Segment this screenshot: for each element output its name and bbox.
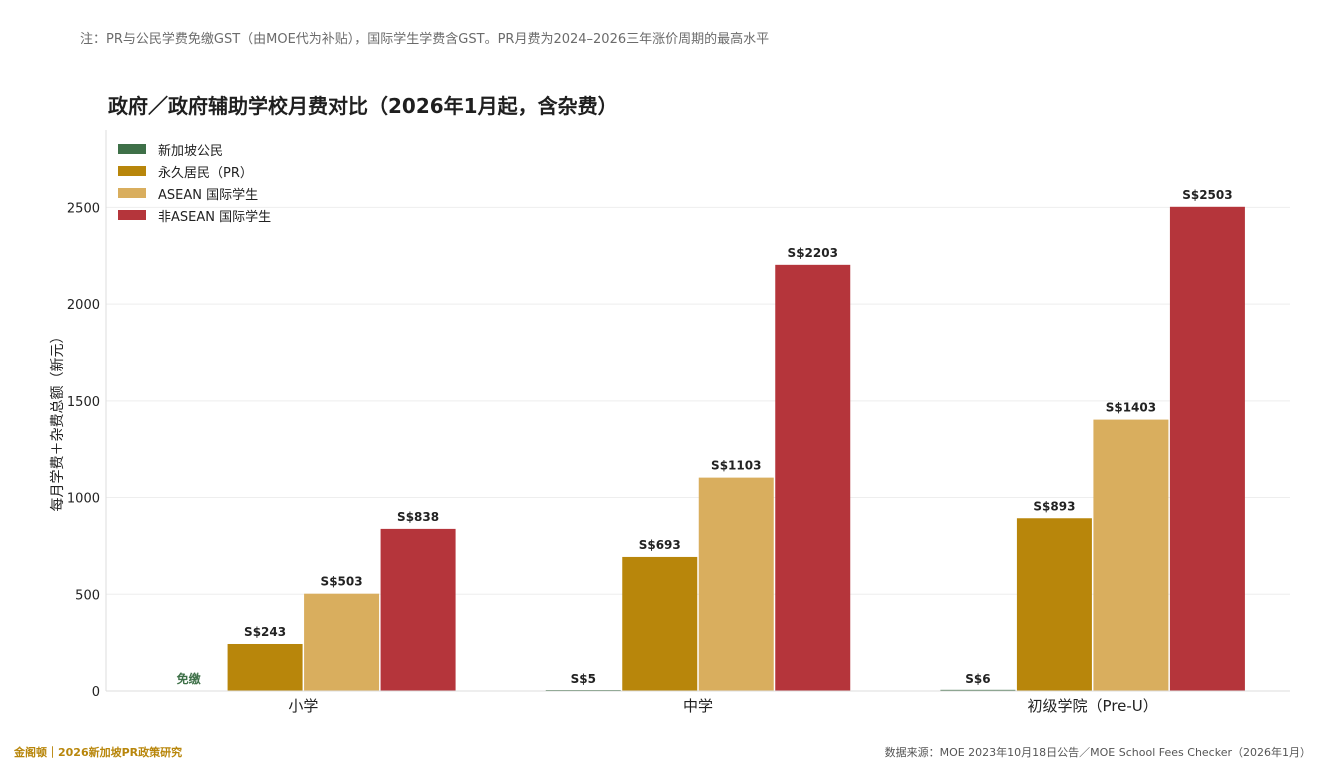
legend-label: 永久居民（PR） xyxy=(158,165,253,181)
x-tick-label: 小学 xyxy=(288,697,318,715)
legend-label: ASEAN 国际学生 xyxy=(158,187,259,203)
y-tick-label: 1000 xyxy=(67,492,100,507)
data-labels: 免缴 S$243 S$503 S$838 S$5 S$693 S$1103 S$2203 S$6… xyxy=(177,188,1233,686)
data-label: S$893 xyxy=(1033,499,1075,513)
bar xyxy=(1016,518,1092,691)
data-label: S$838 xyxy=(397,510,439,524)
bar xyxy=(304,593,380,691)
data-label: S$693 xyxy=(639,538,681,552)
brand-footer: 金阁顿｜2026新加坡PR政策研究 xyxy=(14,746,183,759)
chart-legend: 新加坡公民永久居民（PR） ASEAN 国际学生 非ASEAN 国际学生 xyxy=(118,138,271,226)
x-tick-label: 初级学院（Pre-U） xyxy=(1028,697,1158,715)
y-tick-label: 0 xyxy=(92,685,100,700)
axes: 0 500 1000 1500 2000 2500 每月学费＋杂费总额（新元） 小学 中学 初级学… xyxy=(50,130,1290,715)
legend-item: 非ASEAN 国际学生 xyxy=(118,204,271,226)
y-axis-label: 每月学费＋杂费总额（新元） xyxy=(50,330,66,512)
bar xyxy=(380,528,456,691)
data-label: S$503 xyxy=(321,575,363,589)
legend-swatch xyxy=(118,166,146,176)
bar xyxy=(775,264,851,691)
data-label: S$5 xyxy=(571,672,596,686)
x-tick-label: 中学 xyxy=(683,697,713,715)
bar xyxy=(940,689,1016,691)
bars xyxy=(227,206,1245,692)
chart-note: 注：PR与公民学费免缴GST（由MOE代为补贴），国际学生学费含GST。PR月费… xyxy=(80,32,770,47)
data-label: S$1103 xyxy=(711,459,761,473)
y-tick-label: 2000 xyxy=(67,298,100,313)
chart-title: 政府／政府辅助学校月费对比（2026年1月起，含杂费） xyxy=(108,94,618,118)
y-tick-label: 2500 xyxy=(67,201,100,216)
data-label: 免缴 xyxy=(177,671,202,686)
bar xyxy=(1093,419,1169,691)
y-tick-label: 500 xyxy=(75,588,100,603)
data-label: S$2503 xyxy=(1182,188,1232,202)
bar xyxy=(622,556,698,691)
bar xyxy=(1169,206,1245,692)
legend-swatch xyxy=(118,144,146,154)
legend-item: 新加坡公民 xyxy=(118,138,271,160)
gridlines xyxy=(106,206,1290,595)
bar xyxy=(227,643,303,691)
legend-item: ASEAN 国际学生 xyxy=(118,182,271,204)
legend-label: 非ASEAN 国际学生 xyxy=(158,209,272,225)
bar xyxy=(698,477,774,691)
data-label: S$1403 xyxy=(1106,401,1156,415)
source-footer: 数据来源：MOE 2023年10月18日公告／MOE School Fees C… xyxy=(884,746,1311,759)
data-label: S$6 xyxy=(965,672,990,686)
data-label: S$243 xyxy=(244,625,286,639)
legend-item: 永久居民（PR） xyxy=(118,160,271,182)
legend-label: 新加坡公民 xyxy=(158,143,224,159)
data-label: S$2203 xyxy=(788,246,838,260)
y-tick-label: 1500 xyxy=(67,395,100,410)
legend-swatch xyxy=(118,188,146,198)
legend-swatch xyxy=(118,210,146,220)
